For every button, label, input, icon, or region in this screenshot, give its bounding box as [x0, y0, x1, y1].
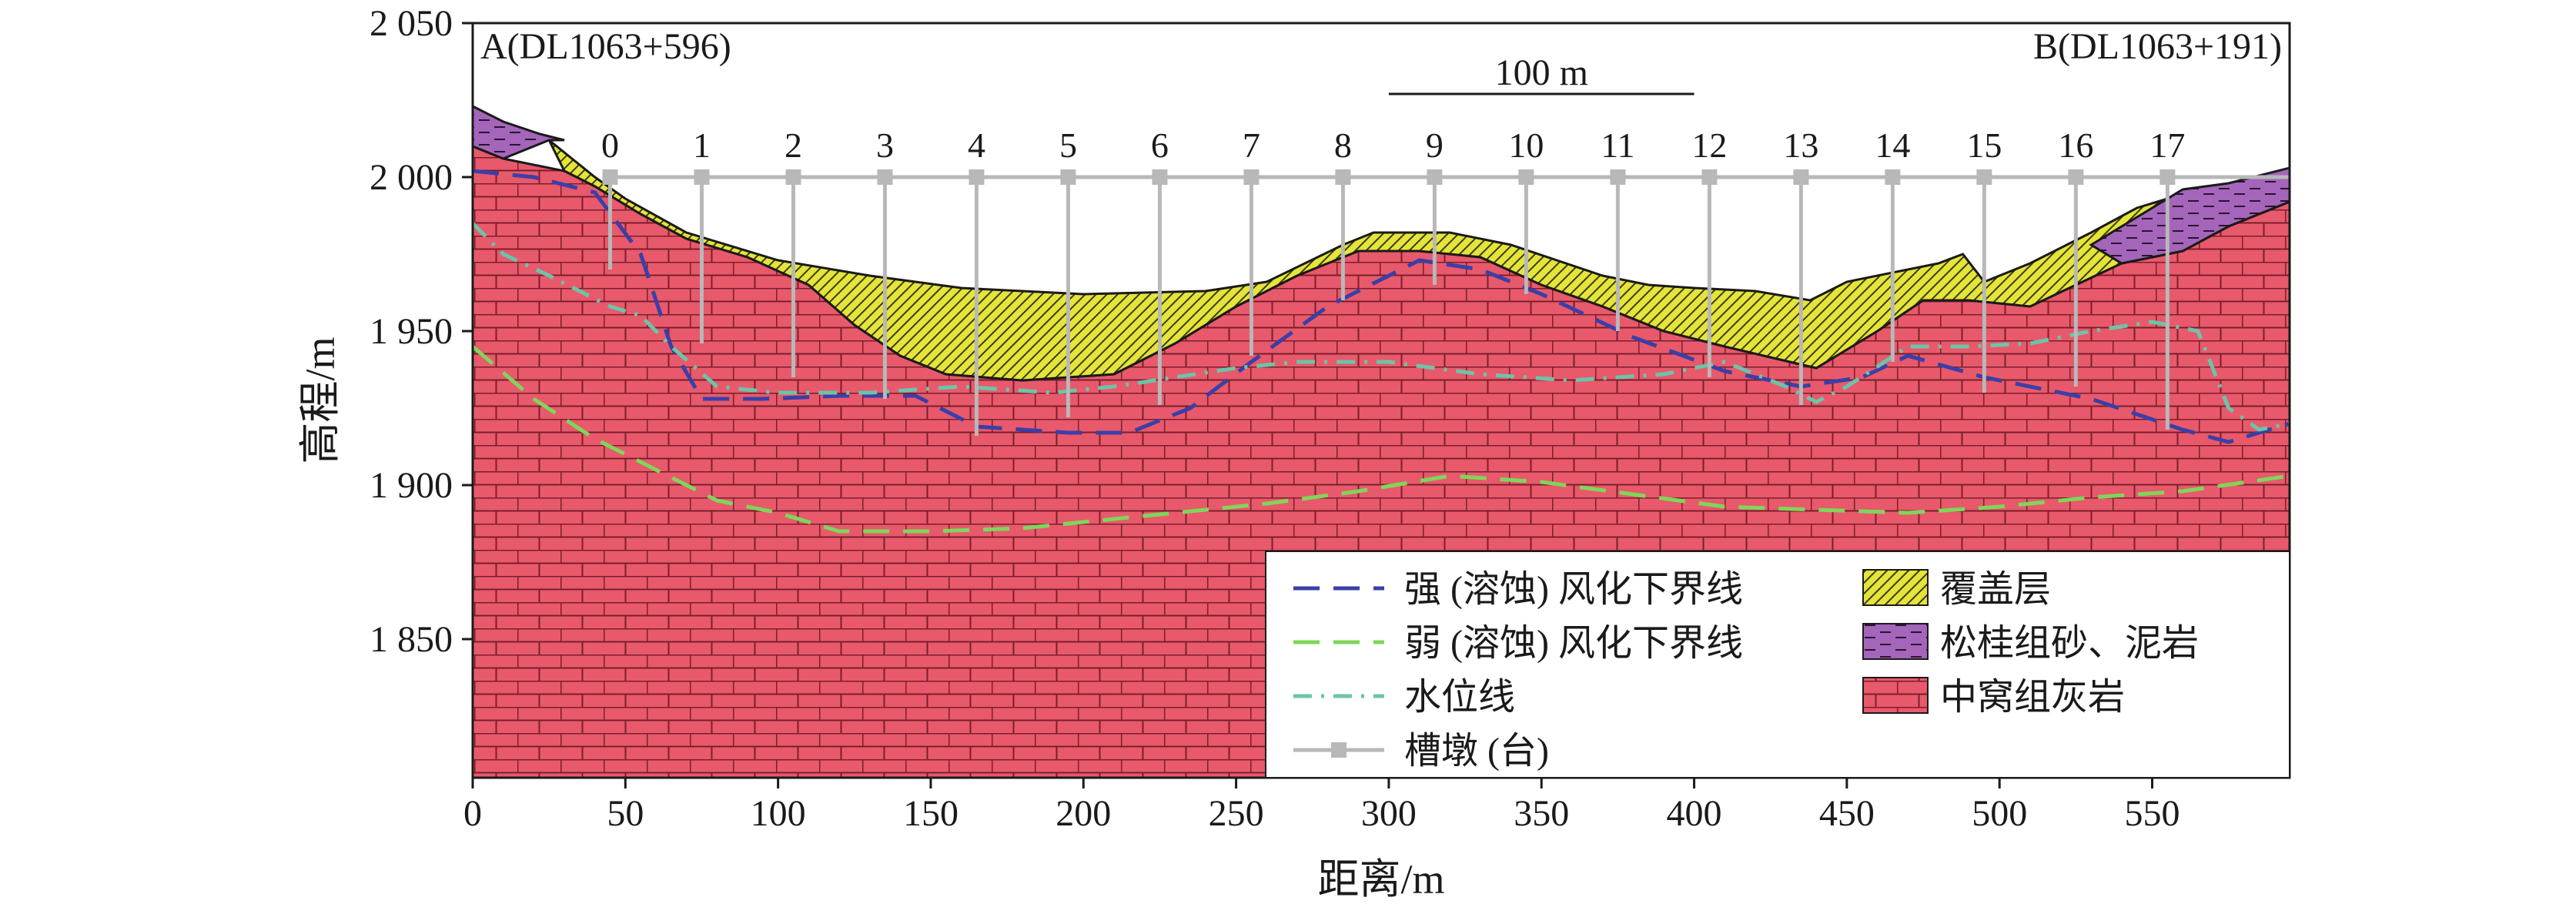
pier-label: 13: [1783, 126, 1818, 165]
pier-marker: [2159, 169, 2176, 185]
pier-marker: [877, 169, 893, 185]
legend-label: 覆盖层: [1940, 569, 2051, 610]
plot-piers: 0 1 2 3 4 5 6 7 8 9 10 11 12 13 14 15 16 17: [601, 126, 2290, 436]
legend-pier-marker: [1331, 742, 1347, 758]
legend-label: 弱 (溶蚀) 风化下界线: [1404, 623, 1743, 664]
pier-label: 17: [2149, 126, 2185, 165]
pier-marker: [1152, 169, 1168, 185]
pier-marker: [1976, 169, 1992, 185]
x-tick-label: 0: [463, 793, 482, 834]
pier-marker: [1518, 169, 1534, 185]
strong-weathering-line: [473, 169, 2290, 444]
x-tick-label: 150: [903, 793, 958, 834]
pier-label: 8: [1334, 126, 1352, 165]
pier-label: 2: [785, 126, 802, 165]
legend-pier: 槽墩 (台): [1293, 731, 1549, 772]
legend-label: 水位线: [1404, 677, 1515, 718]
x-tick-label: 50: [607, 793, 644, 834]
pier-marker: [1885, 169, 1901, 185]
x-tick-label: 100: [751, 793, 806, 834]
pier-marker: [1243, 169, 1260, 185]
pier-marker: [1610, 169, 1626, 185]
pier-label: 12: [1691, 126, 1727, 165]
pier-marker: [2068, 169, 2084, 185]
x-tick-label: 500: [1972, 793, 2027, 834]
pier-label: 16: [2058, 126, 2093, 165]
y-tick-label: 1 900: [370, 465, 453, 506]
pier-label: 0: [601, 126, 619, 165]
pier-label: 10: [1508, 126, 1544, 165]
scale-bar-label: 100 m: [1495, 52, 1588, 93]
pier-marker: [694, 169, 710, 185]
x-tick-label: 450: [1819, 793, 1875, 834]
y-axis-title: 高程/m: [297, 336, 343, 464]
legend-label: 松桂组砂、泥岩: [1940, 623, 2199, 664]
pier-label: 3: [876, 126, 894, 165]
y-tick-label: 1 850: [370, 619, 453, 660]
right-end-label: B(DL1063+191): [2033, 26, 2282, 67]
pier-marker: [1793, 169, 1809, 185]
y-tick-label: 2 000: [370, 157, 453, 198]
x-tick-label: 400: [1667, 793, 1722, 834]
pier-marker: [1335, 169, 1351, 185]
x-tick-label: 350: [1514, 793, 1569, 834]
legend-strong-weathering: 强 (溶蚀) 风化下界线: [1293, 569, 1743, 610]
legend-weak-weathering: 弱 (溶蚀) 风化下界线: [1293, 623, 1743, 664]
annotations: A(DL1063+596) B(DL1063+191) 100 m: [480, 26, 2282, 95]
pier-label: 6: [1151, 126, 1169, 165]
pier-label: 1: [693, 126, 711, 165]
weak-weathering-line: [473, 345, 2290, 534]
legend-patch-swatch: [1862, 569, 1929, 606]
pier-marker: [1427, 169, 1443, 185]
pier-marker: [785, 169, 801, 185]
legend-box: [1265, 551, 2290, 778]
legend-patch-swatch: [1862, 677, 1929, 714]
pier-label: 15: [1966, 126, 2002, 165]
legend-label: 槽墩 (台): [1404, 731, 1549, 772]
sand-layer-right: [2089, 166, 2290, 265]
water-level-line: [473, 222, 2290, 432]
legend-cover: 覆盖层: [1862, 569, 2051, 610]
legend-patch-swatch: [1862, 623, 1929, 660]
x-tick-label: 250: [1209, 793, 1264, 834]
pier-label: 9: [1426, 126, 1444, 165]
y-tick-label: 1 950: [370, 311, 453, 352]
legend-limestone: 中窝组灰岩: [1862, 677, 2125, 718]
pier-label: 11: [1601, 126, 1634, 165]
pier-marker: [1701, 169, 1718, 185]
plot-lines: [473, 169, 2290, 534]
pier-label: 14: [1875, 126, 1910, 165]
x-tick-label: 200: [1055, 793, 1111, 834]
x-tick-label: 300: [1361, 793, 1417, 834]
pier-marker: [602, 169, 618, 185]
left-end-label: A(DL1063+596): [480, 26, 731, 67]
pier-marker: [1060, 169, 1076, 185]
axis-titles: 距离/m 高程/m: [297, 336, 1445, 902]
x-axis-title: 距离/m: [1317, 856, 1444, 902]
sand-layer-left: [473, 105, 565, 160]
x-tick-label: 550: [2125, 793, 2180, 834]
pier-label: 5: [1059, 126, 1077, 165]
legend-label: 强 (溶蚀) 风化下界线: [1404, 569, 1743, 610]
pier-label: 4: [968, 126, 985, 165]
legend-sand-mudstone: 松桂组砂、泥岩: [1862, 623, 2199, 664]
pier-label: 7: [1243, 126, 1260, 165]
legend-water-level: 水位线: [1293, 677, 1515, 718]
y-tick-label: 2 050: [370, 3, 453, 44]
pier-marker: [969, 169, 985, 185]
legend-label: 中窝组灰岩: [1940, 677, 2125, 718]
